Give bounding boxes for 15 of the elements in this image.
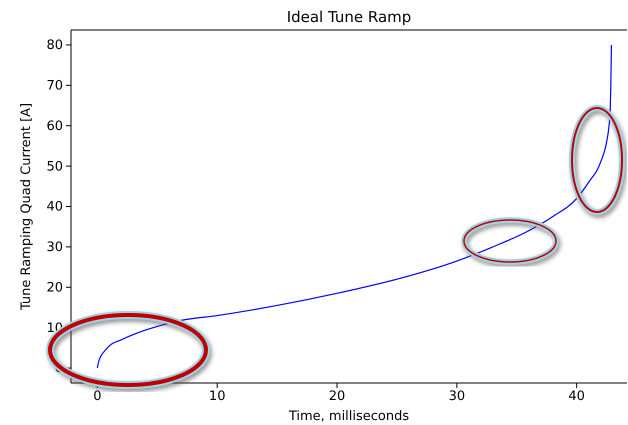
y-tick-label: 50 <box>46 159 63 174</box>
y-tick-label: 60 <box>46 118 63 134</box>
x-axis-title: Time, milliseconds <box>288 409 410 424</box>
x-tick-label: 40 <box>568 389 585 404</box>
x-tick-label: 30 <box>448 389 466 404</box>
x-tick-label: 10 <box>208 389 226 404</box>
y-tick-label: 80 <box>46 38 63 54</box>
y-tick-label: 30 <box>46 240 63 256</box>
y-tick-label: 40 <box>46 200 63 215</box>
x-tick-label: 0 <box>93 389 102 404</box>
chart-title: Ideal Tune Ramp <box>286 8 412 26</box>
y-tick-label: 70 <box>46 78 63 94</box>
y-axis-title: Tune Ramping Quad Current [A] <box>19 102 34 312</box>
y-tick-label: 20 <box>46 280 63 296</box>
x-tick-label: 20 <box>328 389 346 404</box>
